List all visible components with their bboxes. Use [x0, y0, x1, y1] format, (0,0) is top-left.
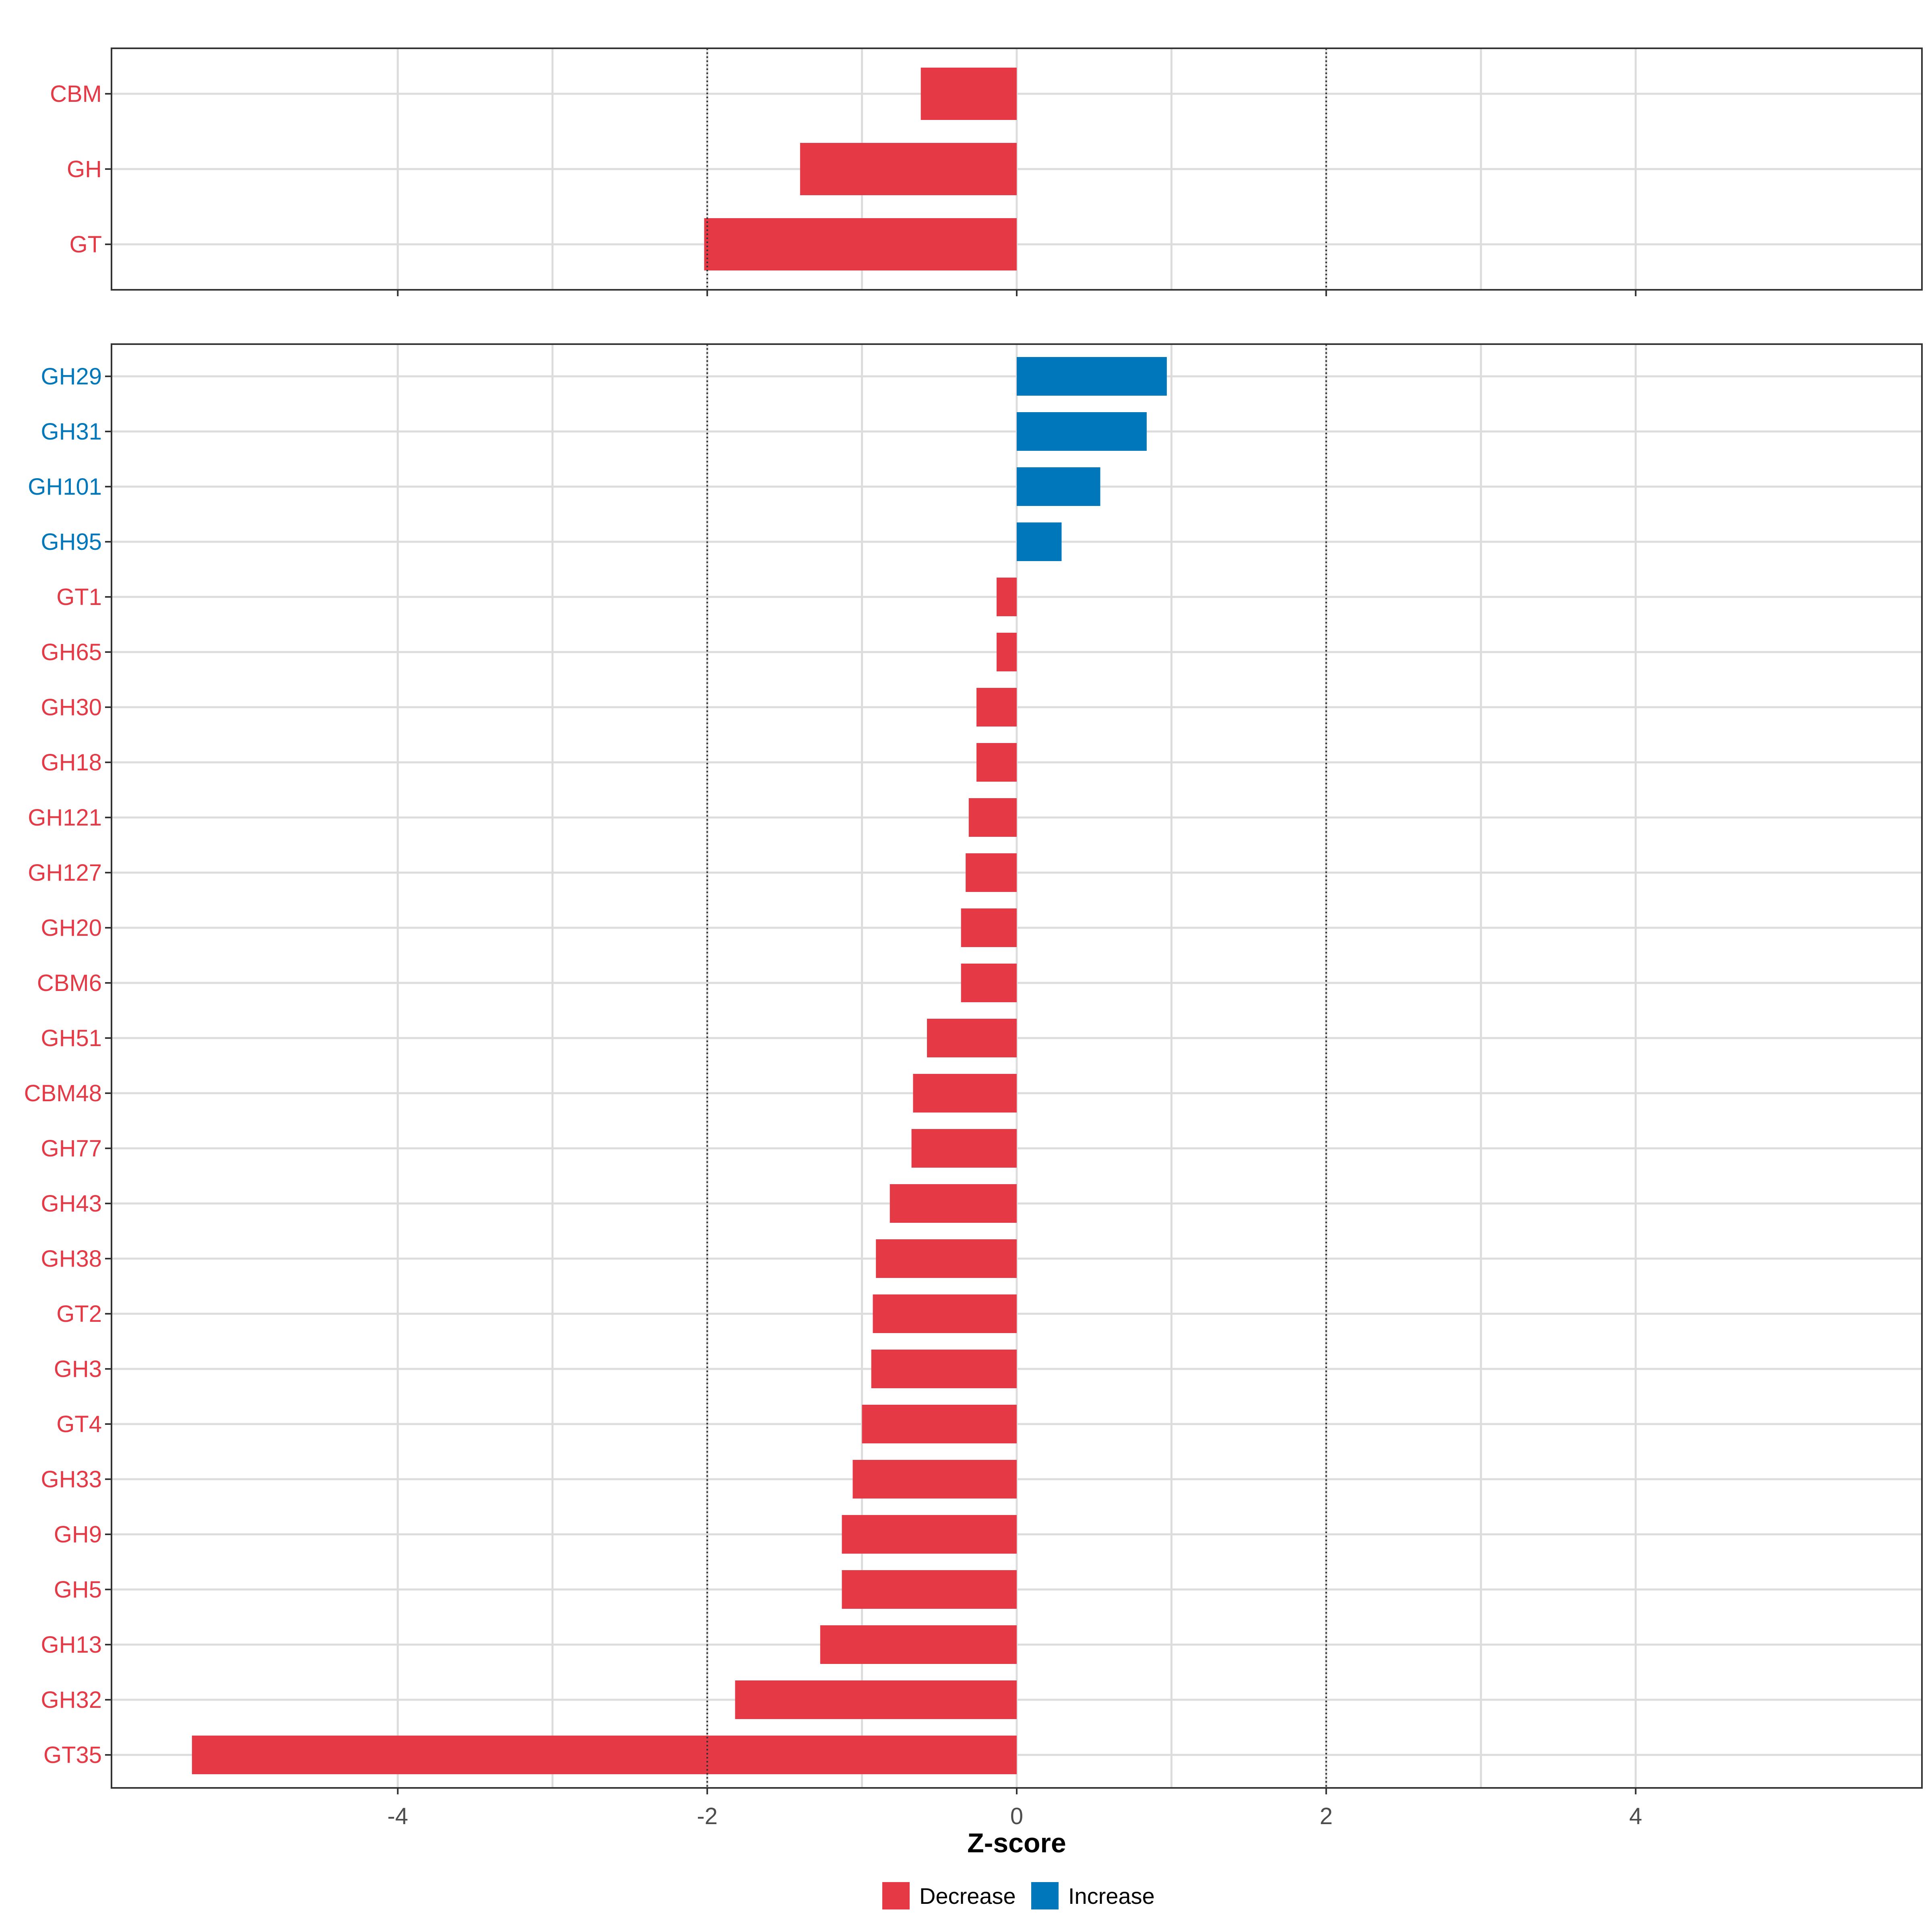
y-tick-label: GH29 [41, 363, 102, 390]
y-tick-label: GH9 [54, 1521, 102, 1548]
bar-GH101 [1017, 467, 1100, 506]
x-tick-label: -2 [697, 1803, 718, 1829]
bar-GH [800, 143, 1017, 195]
bar-GT [704, 218, 1017, 270]
bar-GH18 [976, 743, 1017, 782]
bar-GH65 [997, 633, 1017, 671]
bar-GH9 [842, 1515, 1017, 1554]
y-tick-label: CBM6 [37, 970, 102, 996]
legend-label-increase: Increase [1068, 1883, 1155, 1909]
x-tick-label: -4 [387, 1803, 408, 1829]
bar-GH95 [1017, 522, 1062, 561]
y-tick-label: GH95 [41, 529, 102, 555]
y-tick-label: CBM48 [24, 1080, 102, 1106]
y-tick-label: GH5 [54, 1577, 102, 1603]
y-tick-label: GH [67, 156, 102, 182]
bar-GH30 [976, 688, 1017, 727]
x-tick-label: 4 [1629, 1803, 1642, 1829]
y-tick-label: GH65 [41, 639, 102, 665]
y-tick-label: GH3 [54, 1356, 102, 1382]
top-panel: CBM GH GT [50, 47, 1923, 296]
x-tick-label: 0 [1010, 1803, 1023, 1829]
bar-CBM48 [913, 1074, 1017, 1113]
y-tick-label: GH38 [41, 1246, 102, 1272]
bar-CBM [921, 68, 1017, 120]
x-axis-title: Z-score [967, 1828, 1066, 1858]
legend: Decrease Increase [882, 1882, 1155, 1909]
legend-label-decrease: Decrease [919, 1883, 1016, 1909]
bar-GT4 [862, 1405, 1017, 1443]
bar-GH127 [966, 853, 1017, 892]
y-tick-label: GH32 [41, 1687, 102, 1713]
bar-GT1 [997, 578, 1017, 616]
bar-GH3 [871, 1350, 1017, 1388]
y-tick-label: GT2 [56, 1301, 102, 1327]
bar-GT2 [873, 1294, 1017, 1333]
y-tick-label: GT [69, 231, 102, 258]
bar-GH13 [820, 1625, 1017, 1664]
y-tick-label: GH121 [28, 805, 102, 831]
y-tick-label: GT35 [43, 1742, 102, 1768]
bar-GH32 [735, 1680, 1017, 1719]
y-tick-label: GH31 [41, 419, 102, 445]
bottom-panel: GH29 GH31 GH101 GH95 GT1 GH65 GH30 GH18 GH121 GH1… [24, 343, 1923, 1794]
bar-GH29 [1017, 357, 1167, 396]
y-tick-label: GH13 [41, 1632, 102, 1658]
y-tick-label: GT4 [56, 1411, 102, 1437]
y-tick-label: GH51 [41, 1025, 102, 1051]
y-tick-label: GH33 [41, 1466, 102, 1492]
legend-swatch-increase [1031, 1882, 1059, 1909]
y-tick-label: GH127 [28, 860, 102, 886]
y-tick-label: GT1 [56, 584, 102, 610]
y-tick-label: GH30 [41, 694, 102, 720]
bar-GH43 [890, 1184, 1017, 1223]
bar-GH77 [911, 1129, 1017, 1168]
bar-GH20 [961, 908, 1017, 947]
y-tick-label: GH20 [41, 915, 102, 941]
bar-GH33 [852, 1460, 1017, 1499]
legend-swatch-decrease [882, 1882, 910, 1909]
bar-GH38 [876, 1239, 1017, 1278]
bar-CBM6 [961, 964, 1017, 1002]
x-tick-label: 2 [1320, 1803, 1333, 1829]
y-tick-label: GH77 [41, 1135, 102, 1162]
x-axis: -4 -2 0 2 4 [387, 1803, 1642, 1829]
bar-GH31 [1017, 412, 1147, 451]
y-tick-label: CBM [50, 81, 102, 107]
y-tick-label: GH43 [41, 1191, 102, 1217]
y-tick-label: GH18 [41, 749, 102, 776]
y-tick-label: GH101 [28, 474, 102, 500]
bar-GH121 [968, 798, 1017, 837]
bar-GT35 [192, 1736, 1017, 1774]
bar-GH5 [842, 1570, 1017, 1609]
bar-GH51 [927, 1019, 1017, 1057]
